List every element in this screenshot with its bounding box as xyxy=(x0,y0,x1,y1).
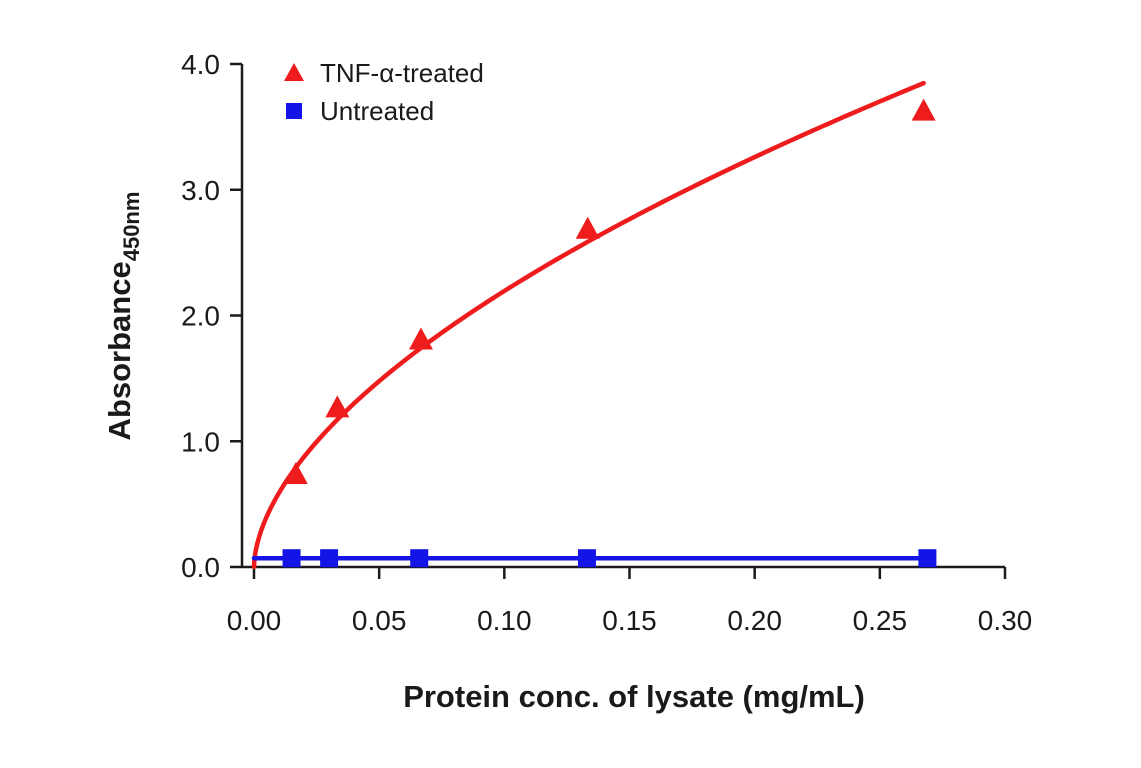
fit-line xyxy=(251,80,926,570)
axes: 0.0 1.0 2.0 3.0 4.0 0.00 0.05 0.10 0.15 0.20 0.25 0… xyxy=(181,49,1032,636)
y-tick-label: 0.0 xyxy=(181,552,220,583)
y-tick-label: 4.0 xyxy=(181,49,220,80)
y-axis-title: Absorbance450nm xyxy=(102,192,144,441)
legend-label: Untreated xyxy=(320,96,434,126)
y-axis-title-subscript: 450nm xyxy=(119,192,144,262)
data-point-triangle xyxy=(325,395,350,418)
y-tick-label: 3.0 xyxy=(181,175,220,206)
data-point-triangle xyxy=(283,462,308,485)
data-point-triangle xyxy=(408,327,433,350)
x-tick-label: 0.20 xyxy=(727,605,782,636)
x-tick-label: 0.30 xyxy=(978,605,1033,636)
y-tick-label: 2.0 xyxy=(181,301,220,332)
series-untreated xyxy=(251,549,937,568)
x-tick-label: 0.15 xyxy=(602,605,657,636)
x-tick-label: 0.00 xyxy=(227,605,282,636)
y-axis-title-main: Absorbance xyxy=(102,261,137,440)
legend-label: TNF-α-treated xyxy=(320,58,484,88)
data-point-square xyxy=(918,549,937,568)
data-point-triangle xyxy=(911,98,936,121)
data-point-square xyxy=(410,549,429,568)
y-tick-label: 1.0 xyxy=(181,426,220,457)
x-tick-label: 0.25 xyxy=(853,605,908,636)
x-tick-label: 0.05 xyxy=(352,605,407,636)
data-point-square xyxy=(320,549,339,568)
series-layer xyxy=(251,80,937,570)
legend-marker-triangle xyxy=(284,63,304,81)
x-axis-title: Protein conc. of lysate (mg/mL) xyxy=(403,679,865,714)
x-tick-label: 0.10 xyxy=(477,605,532,636)
data-point-triangle xyxy=(575,216,600,239)
legend-marker-square xyxy=(286,103,302,119)
series-treated xyxy=(251,80,936,570)
legend: TNF-α-treated Untreated xyxy=(284,58,484,126)
data-point-square xyxy=(577,549,596,568)
data-point-square xyxy=(282,549,301,568)
